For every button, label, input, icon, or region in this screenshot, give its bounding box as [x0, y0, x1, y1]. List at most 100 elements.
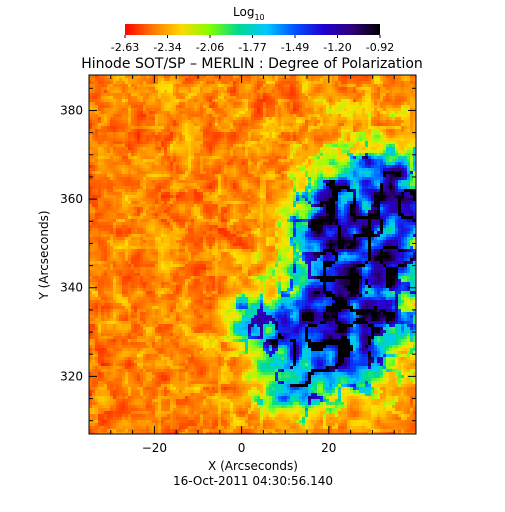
- heatmap-cell: [179, 159, 183, 163]
- heatmap-cell: [227, 81, 231, 85]
- heatmap-cell: [98, 183, 102, 187]
- heatmap-cell: [353, 189, 357, 193]
- heatmap-cell: [356, 189, 360, 193]
- heatmap-cell: [212, 132, 216, 136]
- heatmap-cell: [149, 126, 153, 130]
- heatmap-cell: [269, 162, 273, 166]
- heatmap-cell: [224, 171, 228, 175]
- heatmap-cell: [392, 177, 396, 181]
- heatmap-cell: [194, 165, 198, 169]
- heatmap-cell: [410, 123, 414, 127]
- heatmap-cell: [296, 207, 300, 211]
- heatmap-cell: [287, 207, 291, 211]
- heatmap-cell: [287, 129, 291, 133]
- heatmap-cell: [131, 84, 135, 88]
- heatmap-cell: [128, 201, 132, 205]
- heatmap-cell: [233, 96, 237, 100]
- heatmap-cell: [155, 183, 159, 187]
- heatmap-cell: [368, 147, 372, 151]
- heatmap-cell: [248, 87, 252, 91]
- heatmap-cell: [281, 153, 285, 157]
- heatmap-cell: [248, 156, 252, 160]
- heatmap-cell: [359, 183, 363, 187]
- heatmap-cell: [98, 174, 102, 178]
- heatmap-cell: [251, 159, 255, 163]
- heatmap-cell: [407, 117, 411, 121]
- heatmap-cell: [398, 192, 402, 196]
- heatmap-cell: [176, 147, 180, 151]
- heatmap-cell: [206, 201, 210, 205]
- heatmap-cell: [215, 99, 219, 103]
- heatmap-cell: [122, 132, 126, 136]
- heatmap-cell: [137, 108, 141, 112]
- heatmap-cell: [350, 195, 354, 199]
- heatmap-cell: [203, 117, 207, 121]
- heatmap-cell: [128, 147, 132, 151]
- heatmap-cell: [239, 111, 243, 115]
- heatmap-cell: [89, 114, 93, 118]
- heatmap-cell: [335, 177, 339, 181]
- heatmap-cell: [398, 174, 402, 178]
- heatmap-cell: [119, 93, 123, 97]
- heatmap-cell: [293, 126, 297, 130]
- heatmap-cell: [401, 111, 405, 115]
- heatmap-cell: [335, 132, 339, 136]
- heatmap-cell: [254, 123, 258, 127]
- heatmap-cell: [251, 135, 255, 139]
- heatmap-cell: [320, 117, 324, 121]
- heatmap-cell: [218, 162, 222, 166]
- heatmap-cell: [212, 96, 216, 100]
- heatmap-cell: [362, 102, 366, 106]
- heatmap-cell: [407, 159, 411, 163]
- heatmap-cell: [251, 153, 255, 157]
- heatmap-cell: [296, 165, 300, 169]
- heatmap-cell: [287, 105, 291, 109]
- heatmap-cell: [359, 141, 363, 145]
- heatmap-cell: [209, 84, 213, 88]
- heatmap-cell: [236, 174, 240, 178]
- heatmap-cell: [263, 147, 267, 151]
- heatmap-cell: [353, 129, 357, 133]
- heatmap-cell: [212, 156, 216, 160]
- heatmap-cell: [383, 198, 387, 202]
- heatmap-cell: [311, 189, 315, 193]
- heatmap-cell: [365, 147, 369, 151]
- heatmap-cell: [128, 120, 132, 124]
- heatmap-cell: [242, 114, 246, 118]
- heatmap-cell: [386, 75, 390, 79]
- heatmap-cell: [101, 210, 105, 214]
- heatmap-cell: [311, 147, 315, 151]
- heatmap-cell: [95, 162, 99, 166]
- heatmap-cell: [113, 180, 117, 184]
- heatmap-cell: [206, 99, 210, 103]
- heatmap-cell: [404, 123, 408, 127]
- heatmap-cell: [170, 207, 174, 211]
- heatmap-cell: [158, 186, 162, 190]
- heatmap-cell: [269, 177, 273, 181]
- heatmap-cell: [287, 198, 291, 202]
- heatmap-cell: [152, 90, 156, 94]
- heatmap-cell: [302, 141, 306, 145]
- heatmap-cell: [371, 105, 375, 109]
- heatmap-cell: [107, 117, 111, 121]
- heatmap-cell: [401, 165, 405, 169]
- heatmap-cell: [302, 162, 306, 166]
- heatmap-cell: [215, 141, 219, 145]
- heatmap-cell: [215, 138, 219, 142]
- heatmap-cell: [137, 75, 141, 79]
- heatmap-cell: [401, 192, 405, 196]
- heatmap-cell: [332, 96, 336, 100]
- heatmap-cell: [218, 159, 222, 163]
- heatmap-cell: [146, 186, 150, 190]
- heatmap-cell: [284, 126, 288, 130]
- heatmap-cell: [95, 192, 99, 196]
- heatmap-cell: [395, 81, 399, 85]
- heatmap-cell: [353, 90, 357, 94]
- heatmap-cell: [101, 126, 105, 130]
- heatmap-cell: [233, 135, 237, 139]
- heatmap-cell: [188, 153, 192, 157]
- heatmap-cell: [95, 141, 99, 145]
- heatmap-cell: [170, 120, 174, 124]
- heatmap-cell: [104, 147, 108, 151]
- heatmap-cell: [170, 102, 174, 106]
